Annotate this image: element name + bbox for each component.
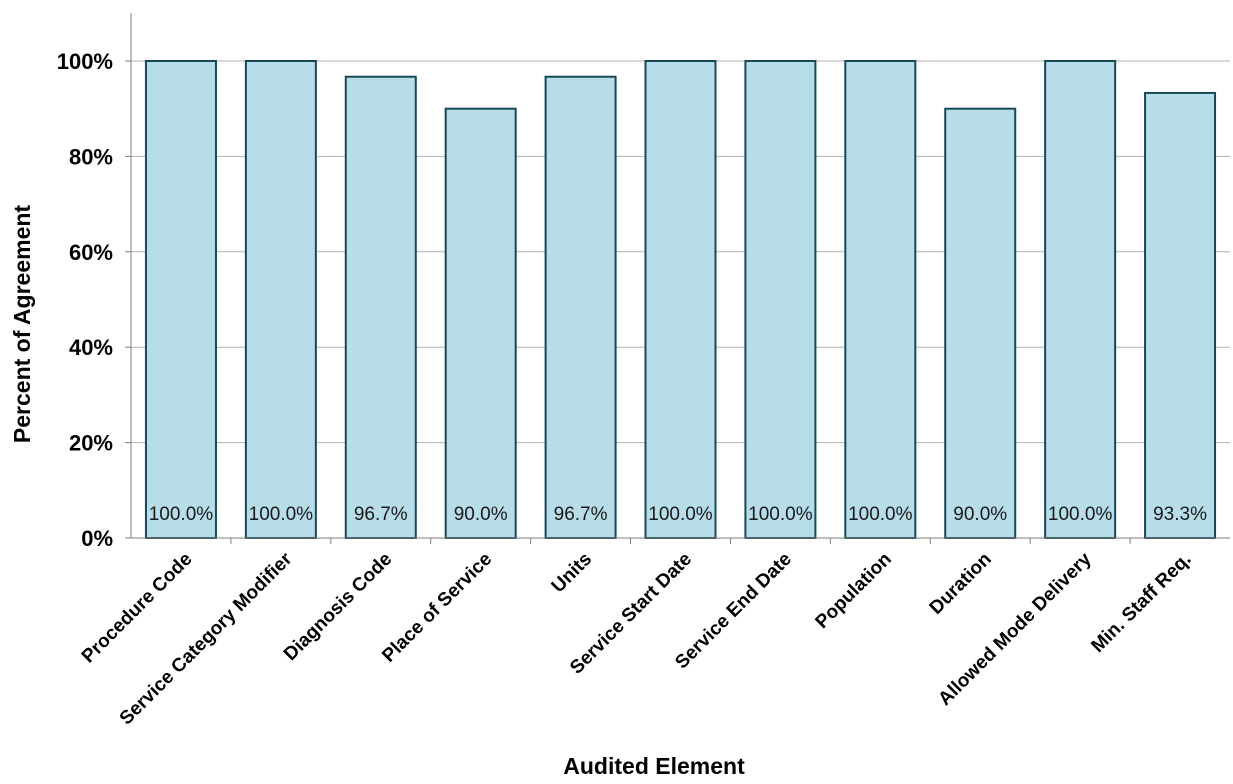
x-tick-label: Place of Service xyxy=(378,549,496,667)
bar xyxy=(944,107,1017,539)
data-label: 96.7% xyxy=(354,504,408,525)
y-tick-label: 0% xyxy=(81,526,113,551)
y-tick-label: 60% xyxy=(69,240,113,265)
x-tick-label: Population xyxy=(812,549,896,633)
data-label: 100.0% xyxy=(748,504,813,525)
data-label: 90.0% xyxy=(953,504,1007,525)
data-label: 100.0% xyxy=(648,504,713,525)
bar xyxy=(1144,91,1217,539)
y-tick-label: 100% xyxy=(57,49,113,74)
bar xyxy=(544,75,617,539)
y-tick-label: 40% xyxy=(69,335,113,360)
y-tick-label: 20% xyxy=(69,431,113,456)
data-label: 90.0% xyxy=(454,504,508,525)
data-label: 100.0% xyxy=(1048,504,1113,525)
labels: 0% 20% 40% 60% 80% 100% 100.0% Procedure Code 10… xyxy=(57,49,1207,729)
axes xyxy=(125,13,1230,544)
bar xyxy=(244,60,317,539)
bar xyxy=(344,75,417,539)
data-label: 100.0% xyxy=(249,504,314,525)
data-label: 96.7% xyxy=(554,504,608,525)
data-label: 100.0% xyxy=(848,504,913,525)
x-tick-label: Procedure Code xyxy=(78,549,197,668)
y-tick-label: 80% xyxy=(69,144,113,169)
data-label: 100.0% xyxy=(149,504,214,525)
x-tick-label: Units xyxy=(548,549,596,597)
bar xyxy=(144,60,217,539)
bar xyxy=(644,60,717,539)
bar xyxy=(844,60,917,539)
bars xyxy=(144,60,1217,539)
y-axis-title: Percent of Agreement xyxy=(9,205,35,443)
x-axis-title: Audited Element xyxy=(563,753,745,779)
bar xyxy=(1044,60,1117,539)
x-tick-label: Duration xyxy=(926,549,996,619)
data-label: 93.3% xyxy=(1153,504,1207,525)
x-tick-label: Service Category Modifier xyxy=(116,548,297,729)
x-tick-label: Min. Staff Req. xyxy=(1087,549,1195,657)
bar xyxy=(744,60,817,539)
bar xyxy=(444,107,517,539)
x-tick-label: Diagnosis Code xyxy=(280,549,396,665)
